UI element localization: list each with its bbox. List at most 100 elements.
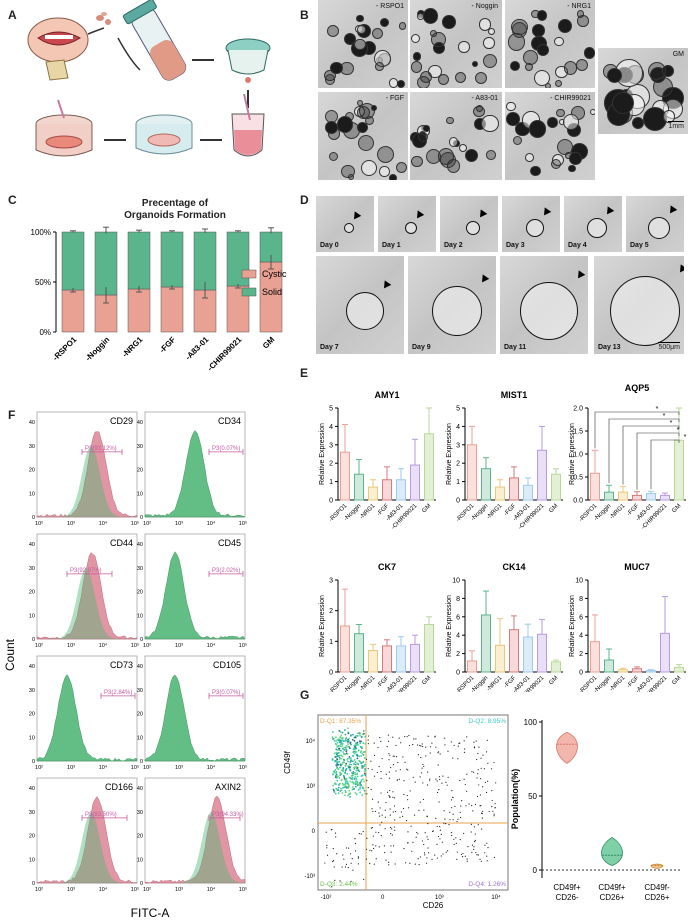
event-dot: [342, 740, 345, 743]
event-dot: [365, 848, 368, 850]
event-dot: [388, 794, 390, 797]
event-dot: [439, 829, 441, 831]
event-dot: [450, 799, 453, 801]
event-dot: [395, 744, 397, 747]
bar--Noggin: [354, 633, 364, 673]
bar--RSPO1: [590, 472, 600, 501]
event-dot: [484, 852, 486, 854]
organoid: [647, 216, 670, 239]
event-dot: [459, 839, 461, 841]
event-dot: [344, 782, 347, 784]
event-dot: [343, 786, 346, 789]
ytick-label: 30: [137, 444, 143, 450]
panel-label-a: A: [8, 8, 17, 22]
event-dot: [336, 779, 339, 782]
event-dot: [407, 831, 409, 833]
event-dot: [477, 854, 479, 856]
event-dot: [339, 731, 342, 733]
arrowhead-icon: [350, 211, 362, 222]
event-dot: [354, 837, 356, 840]
micrograph-label: - Noggin: [471, 3, 498, 10]
histogram-overlay: [37, 812, 137, 883]
event-dot: [360, 779, 363, 781]
event-dot: [342, 753, 345, 755]
event-dot: [486, 739, 488, 741]
event-dot: [421, 743, 423, 745]
event-dot: [354, 776, 356, 778]
event-dot: [436, 791, 439, 794]
event-dot: [347, 732, 350, 735]
bar-solid--FGF: [160, 231, 184, 288]
event-dot: [384, 852, 386, 854]
organoid: [375, 62, 384, 71]
histogram-fill: [144, 430, 246, 518]
event-dot: [354, 773, 356, 776]
event-dot: [356, 772, 358, 775]
event-dot: [447, 850, 449, 852]
event-dot: [349, 766, 351, 768]
event-dot: [474, 803, 477, 805]
organoid: [410, 34, 420, 44]
event-dot: [483, 768, 486, 770]
scatter-ytick: -10³: [304, 874, 315, 880]
gate-label: P3(0.07%): [212, 690, 240, 696]
organoid: [530, 165, 541, 177]
event-dot: [334, 774, 337, 777]
quadrant-q1: D-Q1: 87.35%: [320, 718, 361, 725]
panel-label-d: D: [300, 193, 309, 207]
event-dot: [407, 799, 409, 801]
gate-label: P3(0.07%): [212, 446, 240, 452]
event-dot: [493, 813, 495, 815]
organoid: [567, 164, 576, 173]
bar--A83-01: [523, 636, 533, 673]
quadrant-q2: D-Q2: 8.95%: [468, 718, 506, 725]
event-dot: [461, 800, 463, 802]
chart-c-xlabel: -NRG1: [120, 335, 144, 359]
event-dot: [346, 758, 349, 761]
xtick-label: 10⁴: [207, 764, 216, 771]
event-dot: [353, 763, 356, 766]
event-dot: [423, 809, 425, 811]
event-dot: [342, 784, 344, 786]
event-dot: [423, 852, 426, 854]
organoid: [511, 21, 528, 38]
ytick-label: 8: [456, 596, 460, 603]
event-dot: [457, 758, 459, 760]
event-dot: [464, 783, 466, 786]
bar--FGF: [382, 479, 392, 501]
event-dot: [408, 734, 410, 737]
bar-solid--NRG1: [127, 231, 151, 290]
bar--CHIR99021: [410, 464, 420, 501]
event-dot: [363, 772, 366, 775]
event-dot: [480, 804, 482, 807]
panel-label-c: C: [8, 193, 17, 207]
timecourse-frame-9: Day 11: [500, 256, 588, 354]
event-dot: [491, 806, 493, 808]
xtick-label: 10³: [175, 887, 183, 893]
marker-label: CD29: [110, 416, 133, 426]
event-dot: [431, 858, 433, 860]
ytick-label: 20: [137, 468, 143, 474]
event-dot: [411, 850, 413, 852]
bar--Noggin: [604, 659, 614, 673]
organoid: [537, 43, 550, 56]
event-dot: [335, 783, 337, 786]
event-dot: [423, 843, 425, 846]
timecourse-frame-7: Day 7: [316, 256, 404, 354]
event-dot: [347, 867, 349, 869]
event-dot: [422, 782, 424, 784]
legend-label-cystic: Cystic: [262, 269, 287, 279]
event-dot: [452, 813, 454, 815]
ytick-label: 30: [137, 688, 143, 694]
event-dot: [359, 782, 361, 784]
ytick-label: 0: [32, 759, 35, 765]
micrograph-label: - FGF: [385, 95, 404, 102]
event-dot: [410, 825, 412, 827]
event-dot: [448, 824, 450, 826]
event-dot: [409, 790, 411, 792]
event-dot: [341, 731, 344, 734]
event-dot: [437, 752, 439, 754]
ytick-label: 30: [29, 688, 35, 694]
event-dot: [339, 766, 341, 769]
